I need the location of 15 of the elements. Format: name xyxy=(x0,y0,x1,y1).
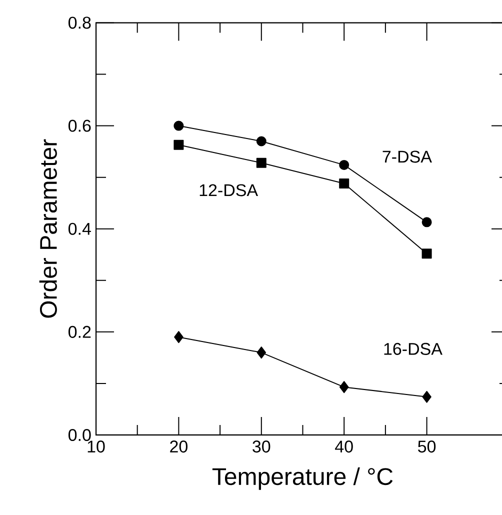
y-tick-label: 0.0 xyxy=(68,428,91,442)
y-axis-title: Order Parameter xyxy=(39,139,57,318)
x-tick-label: 20 xyxy=(170,440,188,453)
y-tick-label: 0.6 xyxy=(68,120,91,132)
x-tick-label: 30 xyxy=(252,440,270,453)
x-axis-title: Temperature / °C xyxy=(212,467,393,490)
series-label: 7-DSA xyxy=(382,150,432,163)
x-tick-label: 40 xyxy=(335,440,353,453)
y-tick-label: 0.2 xyxy=(68,326,91,338)
x-tick-label: 50 xyxy=(418,440,436,453)
text: 16-DSA xyxy=(384,342,442,355)
x-tick-label: 10 xyxy=(88,440,105,453)
series-label: 12-DSA xyxy=(200,184,258,196)
y-tick-label: 0.4 xyxy=(68,222,91,235)
y-tick-label: 0.8 xyxy=(68,16,91,29)
